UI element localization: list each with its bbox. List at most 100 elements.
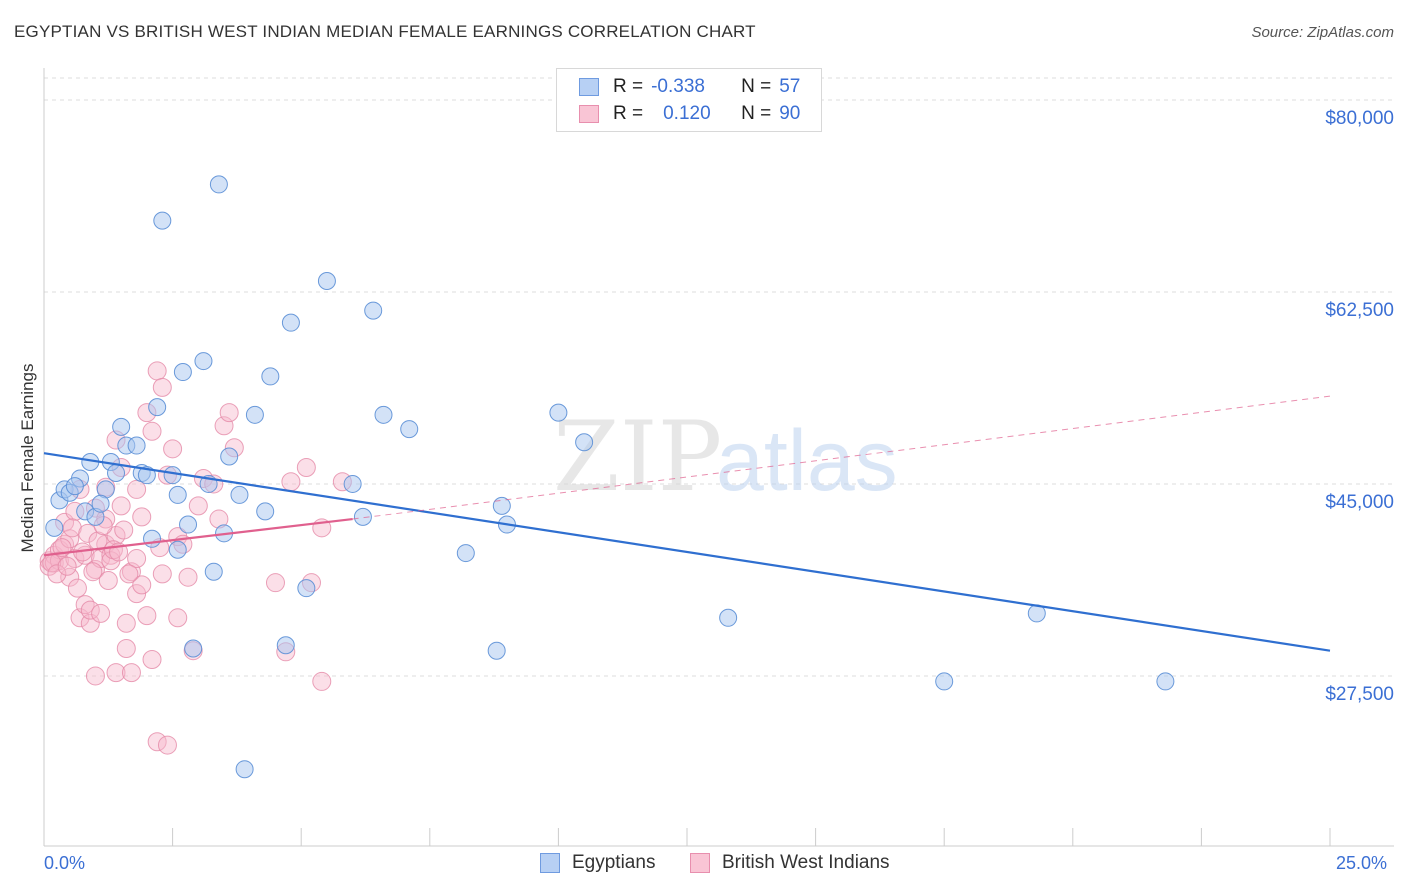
bwi-point [57, 556, 77, 576]
bwi-point [157, 735, 177, 755]
source-label: Source: ZipAtlas.com [1251, 24, 1394, 41]
egyptian-point [112, 417, 131, 436]
bwi-point [127, 549, 147, 569]
egyptian-point [148, 398, 167, 417]
bwi-point [296, 457, 316, 477]
bwi-point [85, 560, 105, 580]
y-tick-label: $45,000 [1325, 491, 1394, 513]
bwi-point [91, 603, 111, 623]
bwi-point [106, 663, 126, 683]
series-legend: Egyptians British West Indians [0, 852, 1406, 876]
r-label: R = [613, 76, 644, 97]
egyptian-point [204, 562, 223, 581]
egyptians-trend-line [43, 452, 1331, 652]
egyptian-points [45, 175, 1175, 779]
legend-item-egyptians[interactable]: Egyptians [540, 852, 655, 874]
egyptian-point [364, 301, 383, 320]
egyptian-point [256, 502, 275, 521]
r-label: R = [613, 103, 644, 124]
egyptian-point [549, 403, 568, 422]
watermark: ZIP atlas [553, 401, 898, 513]
legend-item-bwi[interactable]: British West Indians [690, 852, 890, 874]
x-tick-min: 0.0% [44, 853, 86, 873]
egyptian-point [719, 608, 738, 627]
chart-title: EGYPTIAN VS BRITISH WEST INDIAN MEDIAN F… [14, 22, 756, 41]
egyptian-point [168, 540, 187, 559]
egyptian-point [487, 641, 506, 660]
axes [43, 68, 1394, 847]
n-value: 57 [779, 76, 801, 97]
egyptians-swatch [540, 853, 560, 873]
legend-row-bwi: R = 0.120 N = 90 [579, 102, 800, 126]
bwi-trend-line [43, 517, 353, 557]
egyptian-point [235, 760, 254, 779]
y-tick-label: $27,500 [1325, 683, 1394, 705]
egyptian-point [456, 544, 475, 563]
egyptian-point [343, 474, 362, 493]
bwi-point [121, 663, 141, 683]
grid-lines [44, 77, 1394, 677]
watermark-atlas: atlas [716, 413, 898, 509]
n-label: N = [741, 103, 772, 124]
bwi-point [111, 496, 131, 516]
r-value: -0.338 [651, 76, 705, 97]
egyptian-point [230, 485, 249, 504]
trend-lines [43, 395, 1331, 652]
egyptian-point [127, 436, 146, 455]
egyptian-point [261, 367, 280, 386]
bwi-point [127, 479, 147, 499]
bwi-point [142, 649, 162, 669]
y-axis-title: Median Female Earnings [18, 363, 37, 553]
egyptian-point [137, 466, 156, 485]
bwi-point [147, 361, 167, 381]
egyptian-point [374, 405, 393, 424]
egyptian-point [1156, 672, 1175, 691]
bwi-point [152, 564, 172, 584]
egyptian-point [220, 447, 239, 466]
bwi-swatch [579, 105, 599, 123]
egyptian-point [163, 466, 182, 485]
bwi-point [65, 549, 85, 569]
bwi-point [80, 600, 100, 620]
bwi-point [98, 570, 118, 590]
egyptian-point [245, 405, 264, 424]
bwi-points [39, 361, 352, 755]
bwi-point [62, 518, 82, 538]
egyptian-point [168, 485, 187, 504]
egyptian-point [935, 672, 954, 691]
egyptian-point [153, 211, 172, 230]
bwi-point [119, 564, 139, 584]
bwi-point [188, 496, 208, 516]
bwi-point [178, 567, 198, 587]
egyptian-point [65, 477, 84, 496]
legend-row-egyptians: R = -0.338 N = 57 [579, 75, 800, 99]
bwi-point [116, 613, 136, 633]
egyptian-point [400, 420, 419, 439]
n-label: N = [741, 76, 772, 97]
egyptians-swatch [579, 78, 599, 96]
egyptian-point [107, 463, 126, 482]
bwi-point [67, 578, 87, 598]
egyptian-point [297, 579, 316, 598]
bwi-point [137, 606, 157, 626]
stats-legend: R = -0.338 N = 57 R = 0.120 N = 90 [556, 68, 822, 132]
n-value: 90 [779, 103, 801, 124]
bwi-point [80, 613, 100, 633]
bwi-point [60, 567, 80, 587]
bwi-point [127, 584, 147, 604]
bwi-point [168, 608, 188, 628]
egyptian-point [45, 518, 64, 537]
egyptian-point [492, 496, 511, 515]
bwi-point [152, 377, 172, 397]
egyptian-point [317, 271, 336, 290]
bwi-point [114, 520, 134, 540]
x-tick-max: 25.0% [1336, 853, 1388, 873]
bwi-point [312, 671, 332, 691]
egyptian-point [184, 639, 203, 658]
bwi-point [163, 439, 183, 459]
egyptian-point [281, 313, 300, 332]
r-value: 0.120 [663, 103, 711, 124]
bwi-point [142, 421, 162, 441]
bwi-point [147, 732, 167, 752]
